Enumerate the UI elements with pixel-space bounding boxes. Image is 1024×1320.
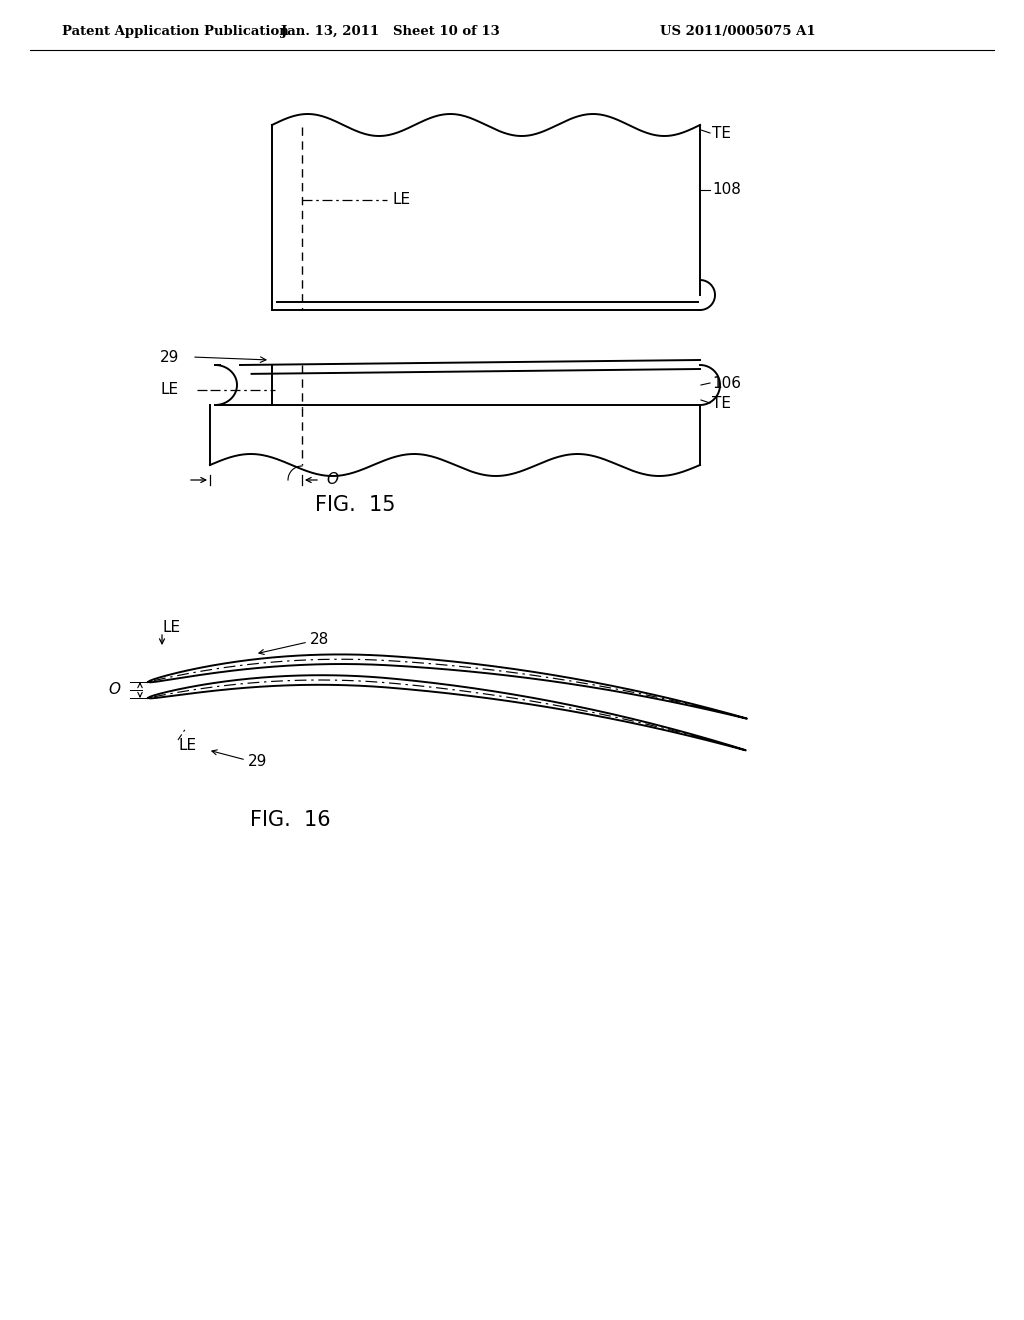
Text: Patent Application Publication: Patent Application Publication xyxy=(62,25,289,38)
Text: LE: LE xyxy=(162,620,180,635)
Text: O: O xyxy=(326,473,338,487)
Text: US 2011/0005075 A1: US 2011/0005075 A1 xyxy=(660,25,816,38)
Text: LE: LE xyxy=(160,383,178,397)
Text: Jan. 13, 2011   Sheet 10 of 13: Jan. 13, 2011 Sheet 10 of 13 xyxy=(281,25,500,38)
Text: 106: 106 xyxy=(712,375,741,391)
Text: LE: LE xyxy=(178,738,197,752)
Text: TE: TE xyxy=(712,396,731,411)
Text: 108: 108 xyxy=(712,182,741,198)
Text: LE: LE xyxy=(392,193,411,207)
Text: O: O xyxy=(108,682,120,697)
Text: 28: 28 xyxy=(310,632,330,648)
Text: TE: TE xyxy=(712,125,731,140)
Text: FIG.  16: FIG. 16 xyxy=(250,810,331,830)
Text: 29: 29 xyxy=(248,755,267,770)
Text: FIG.  15: FIG. 15 xyxy=(315,495,395,515)
Text: 29: 29 xyxy=(160,350,179,364)
